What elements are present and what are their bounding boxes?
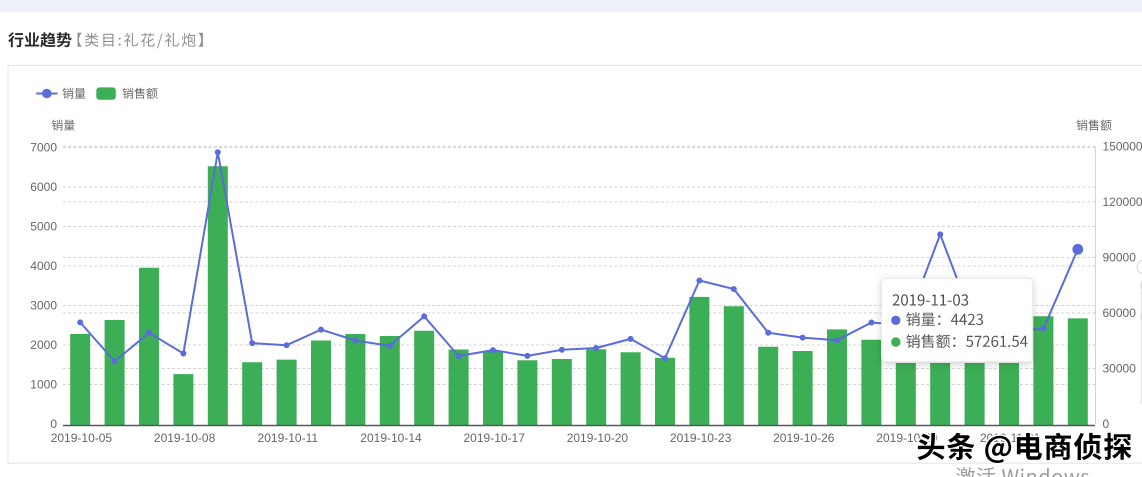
svg-text:0: 0 [1103, 417, 1110, 431]
svg-text:2019-10-08: 2019-10-08 [154, 431, 216, 445]
svg-text:30000: 30000 [1103, 362, 1137, 376]
svg-text:0: 0 [50, 417, 57, 431]
svg-text:2019-10-26: 2019-10-26 [773, 431, 835, 445]
svg-text:90000: 90000 [1103, 251, 1137, 265]
svg-text:2019-10-23: 2019-10-23 [670, 431, 732, 445]
svg-text:7000: 7000 [30, 141, 57, 155]
svg-text:60000: 60000 [1103, 306, 1137, 320]
svg-text:1000: 1000 [30, 378, 57, 392]
svg-text:120000: 120000 [1103, 195, 1142, 209]
svg-text:3000: 3000 [30, 299, 57, 313]
svg-text:6000: 6000 [30, 180, 57, 194]
svg-text:2019-10-05: 2019-10-05 [51, 431, 113, 445]
svg-text:2019-10-14: 2019-10-14 [360, 431, 422, 445]
svg-text:5000: 5000 [30, 220, 57, 234]
svg-text:2019-10-17: 2019-10-17 [464, 431, 526, 445]
svg-text:2019-10-20: 2019-10-20 [567, 431, 629, 445]
svg-text:2019-10-11: 2019-10-11 [258, 431, 319, 445]
svg-text:4000: 4000 [30, 259, 57, 273]
svg-text:2000: 2000 [30, 338, 57, 352]
svg-text:150000: 150000 [1103, 140, 1142, 154]
